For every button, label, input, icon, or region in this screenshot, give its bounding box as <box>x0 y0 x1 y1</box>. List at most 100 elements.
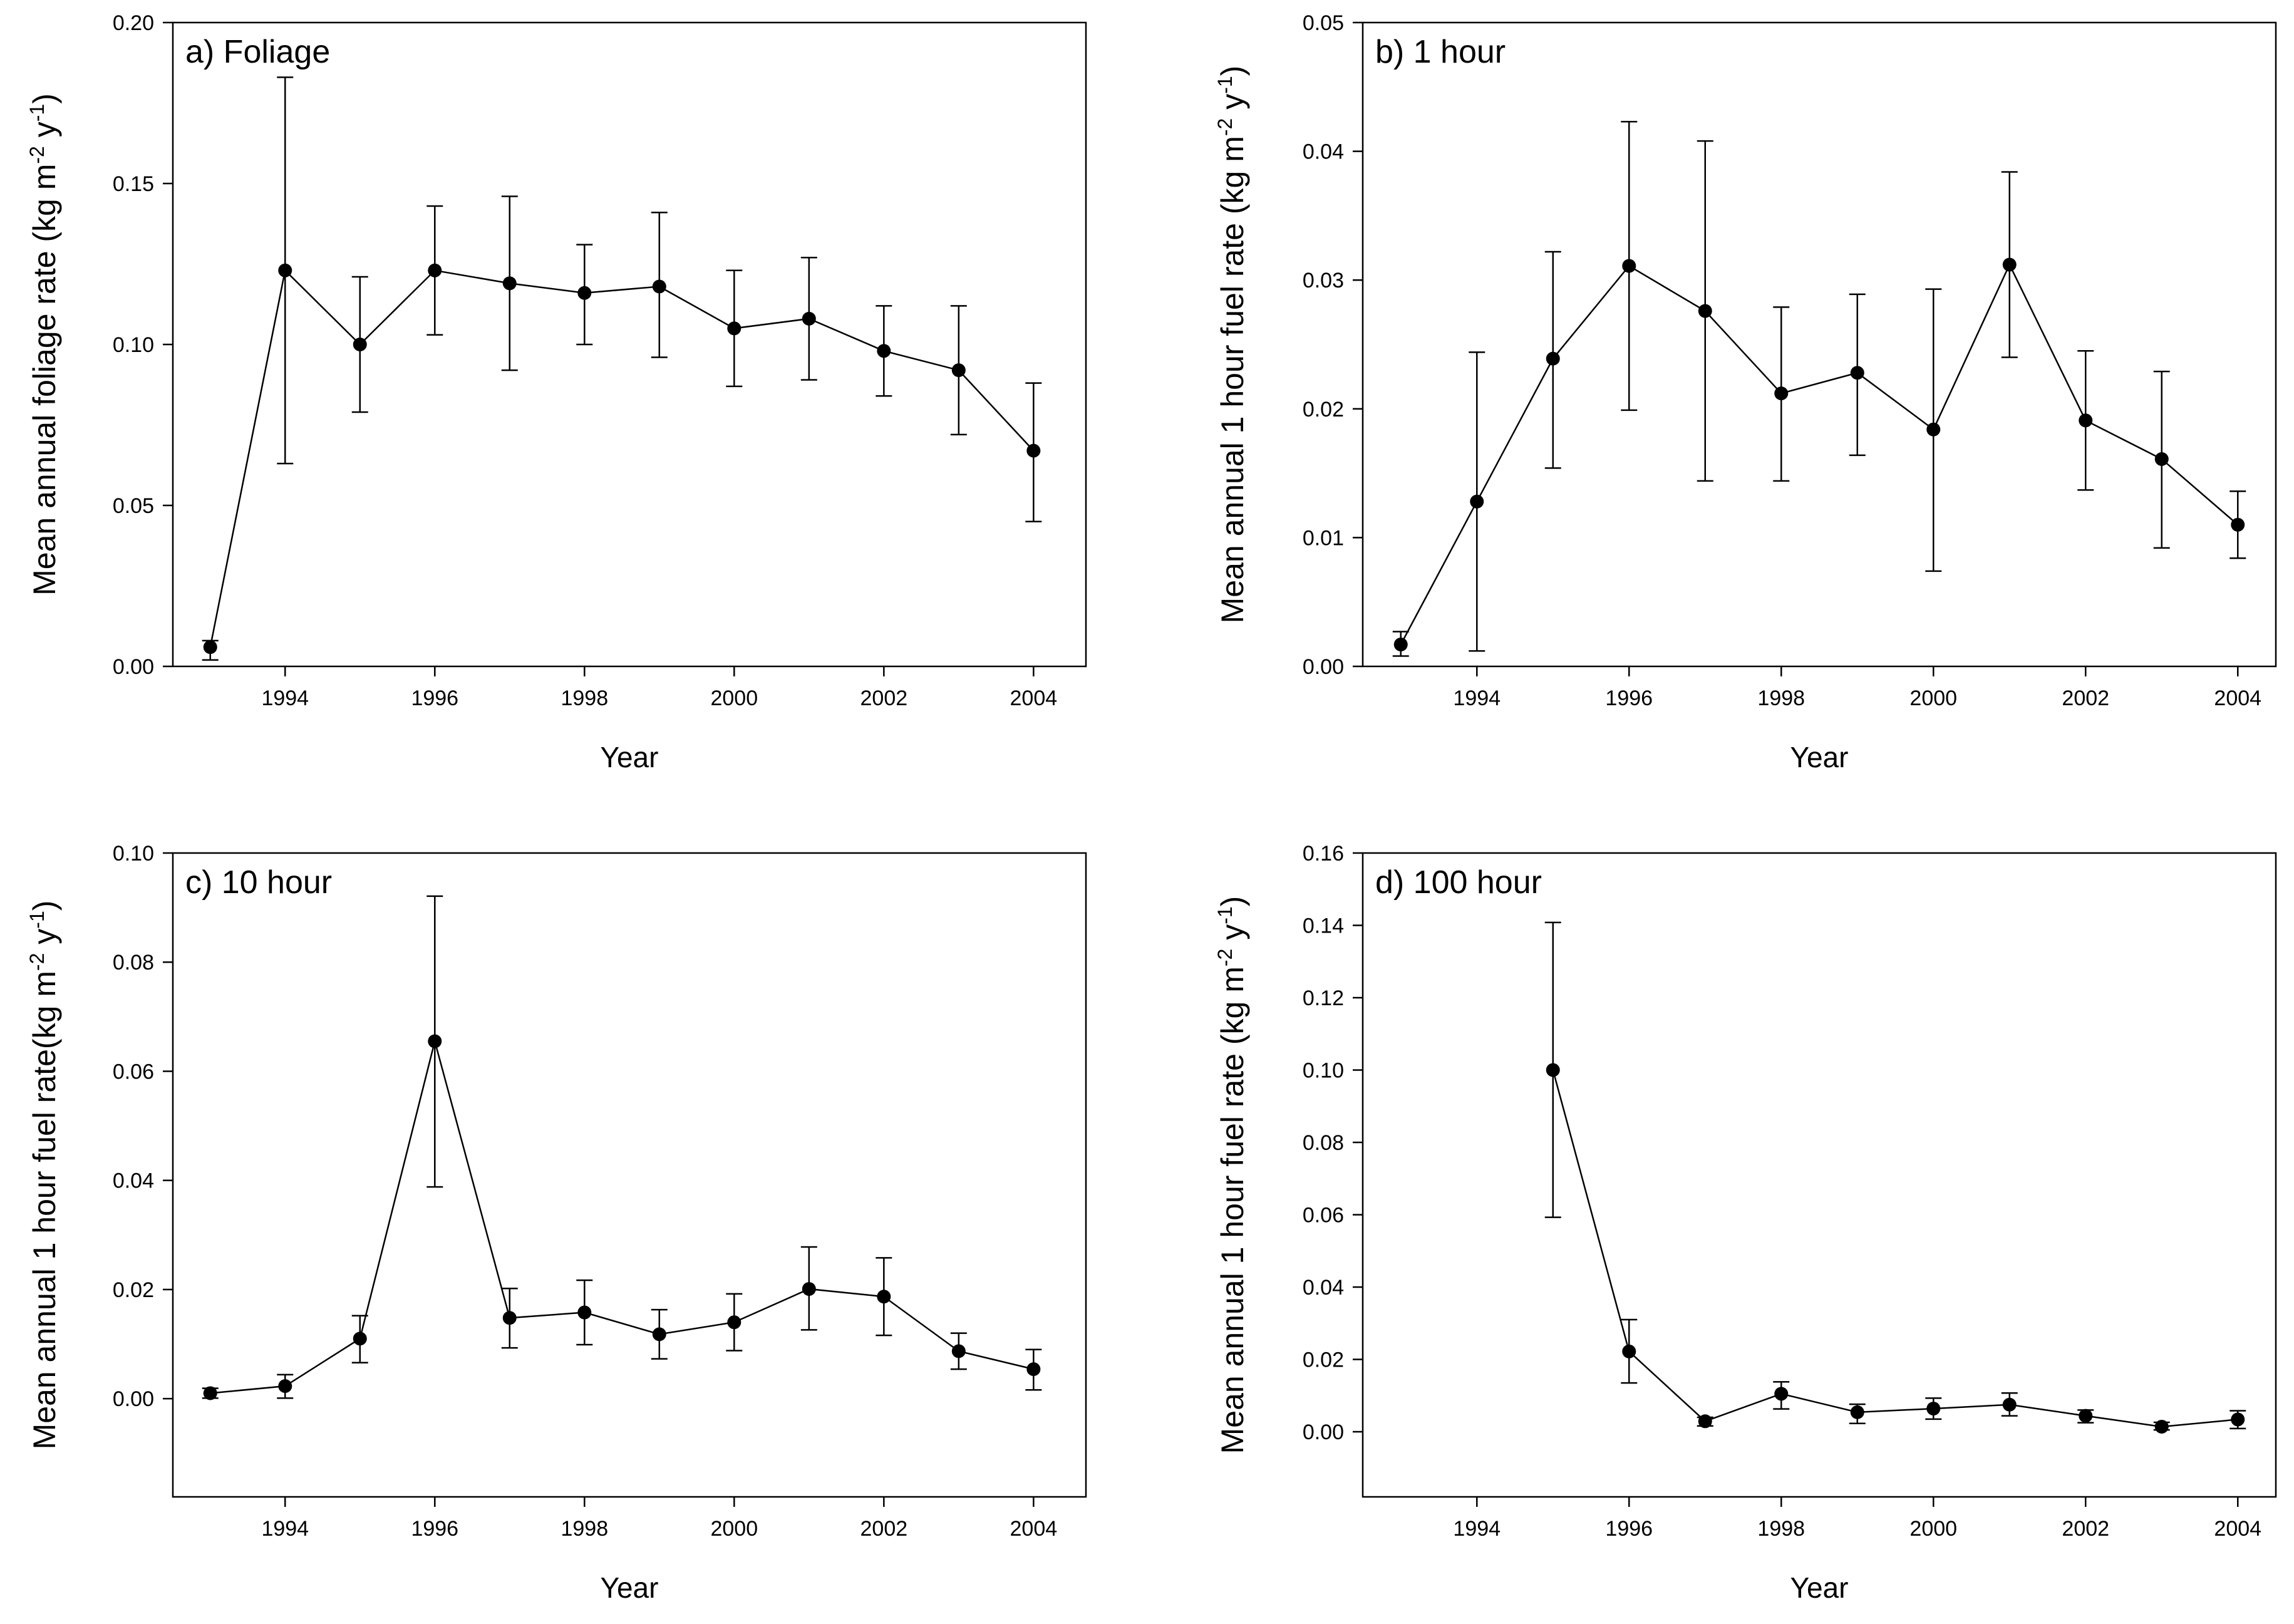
y-tick-label: 0.01 <box>1303 526 1344 550</box>
data-point <box>2231 1412 2245 1427</box>
y-axis-title-exp2: -1 <box>1214 76 1236 93</box>
data-point <box>1546 351 1560 366</box>
y-axis-title-exp1: -2 <box>26 953 48 971</box>
y-axis-title-suffix: ) <box>27 901 62 911</box>
y-tick-label: 0.06 <box>1303 1204 1344 1228</box>
panel-a: 1994 1996 1998 2000 2002 2004 0.00 0.05 0.10 0.15… <box>26 11 1087 773</box>
x-tick-label: 2000 <box>1909 686 1957 710</box>
x-tick-label: 1994 <box>1453 686 1501 710</box>
y-axis-title-prefix: Mean annual foliage rate (kg m <box>27 164 62 596</box>
series-line <box>1400 262 2239 645</box>
data-point <box>203 1386 217 1400</box>
data-point <box>278 1379 292 1394</box>
y-axis-title-exp1: -2 <box>26 146 48 163</box>
data-point <box>877 1290 891 1304</box>
data-point <box>502 1311 517 1325</box>
y-tick-label: 0.10 <box>113 842 154 866</box>
y-axis-title: Mean annual 1 hour fuel rate (kg m-2 y-1… <box>1214 896 1250 1454</box>
panel-label: d) 100 hour <box>1375 864 1542 901</box>
series-line <box>210 1038 1034 1394</box>
data-point <box>428 1034 442 1048</box>
panel-b: 1994 1996 1998 2000 2002 2004 0.00 0.01 0.02 0.03… <box>1214 11 2277 773</box>
x-tick-label: 2002 <box>860 686 908 710</box>
panel-label: b) 1 hour <box>1375 34 1506 70</box>
data-point <box>353 338 367 351</box>
data-point <box>2002 1397 2017 1412</box>
y-tick-label: 0.02 <box>113 1278 154 1302</box>
data-point <box>1774 1387 1789 1401</box>
y-axis-title: Mean annual 1 hour fuel rate(kg m-2 y-1) <box>26 901 62 1450</box>
y-tick-label: 0.06 <box>113 1060 154 1084</box>
x-tick-label: 2004 <box>2214 1517 2261 1541</box>
x-tick-label: 2004 <box>2214 686 2261 710</box>
plot-frame <box>1361 21 2277 668</box>
y-tick-label: 0.04 <box>1303 140 1344 164</box>
x-tick-label: 1996 <box>411 1517 458 1541</box>
y-axis-title-suffix: ) <box>27 93 62 104</box>
y-tick-label: 0.16 <box>1303 842 1344 866</box>
data-point <box>2079 413 2093 428</box>
panel-label: a) Foliage <box>185 34 330 70</box>
data-point <box>2079 1409 2093 1423</box>
y-tick-label: 0.20 <box>113 11 154 35</box>
y-tick-label: 0.14 <box>1303 914 1344 938</box>
y-axis-title-suffix: ) <box>1215 896 1250 907</box>
y-tick-label: 0.10 <box>1303 1059 1344 1083</box>
x-tick-label: 2002 <box>860 1517 908 1541</box>
data-point <box>1546 1063 1560 1077</box>
y-axis-title-prefix: Mean annual 1 hour fuel rate (kg m <box>1215 966 1250 1454</box>
x-tick-label: 1998 <box>1757 1517 1805 1541</box>
data-point <box>1470 494 1484 509</box>
x-tick-label: 1998 <box>561 1517 608 1541</box>
y-tick-label: 0.04 <box>113 1169 154 1193</box>
data-point <box>1926 1402 1941 1416</box>
data-point <box>652 1327 666 1342</box>
plot-frame <box>172 852 1087 1498</box>
y-axis-title-exp1: -2 <box>1214 949 1236 966</box>
x-tick-label: 2002 <box>2062 1517 2109 1541</box>
x-tick-label: 2000 <box>710 1517 758 1541</box>
panel-label: c) 10 hour <box>185 864 332 901</box>
y-axis-title-exp2: -1 <box>1214 906 1236 924</box>
data-point <box>1393 638 1408 652</box>
x-tick-label: 1996 <box>411 686 458 710</box>
y-tick-label: 0.05 <box>113 494 154 518</box>
series-line <box>1552 1070 2238 1428</box>
data-point <box>1026 443 1041 458</box>
x-axis-title: Year <box>601 741 659 773</box>
data-point <box>1850 366 1864 380</box>
x-axis-title: Year <box>1790 741 1849 773</box>
data-point <box>951 363 966 378</box>
x-tick-label: 1994 <box>261 686 309 710</box>
y-axis-title-prefix: Mean annual 1 hour fuel rate (kg m <box>1215 136 1250 623</box>
y-tick-label: 0.08 <box>1303 1131 1344 1155</box>
y-tick-label: 0.03 <box>1303 269 1344 292</box>
y-axis-title-exp2: -1 <box>26 911 48 928</box>
y-tick-label: 0.08 <box>113 951 154 975</box>
data-point <box>2154 452 2169 466</box>
x-tick-label: 2002 <box>2062 686 2109 710</box>
x-tick-label: 1998 <box>1757 686 1805 710</box>
y-tick-label: 0.02 <box>1303 398 1344 422</box>
x-tick-label: 2004 <box>1010 686 1058 710</box>
series-line <box>209 269 1035 648</box>
data-point <box>1698 1414 1712 1429</box>
x-tick-label: 1994 <box>261 1517 309 1541</box>
panel-d: 1994 1996 1998 2000 2002 2004 0.00 0.02 0.04 0.06… <box>1214 842 2277 1604</box>
y-tick-label: 0.00 <box>113 655 154 679</box>
data-point <box>1622 259 1636 273</box>
data-point <box>1622 1344 1636 1358</box>
data-point <box>502 276 517 291</box>
data-point <box>1698 304 1712 318</box>
data-point <box>353 1332 367 1346</box>
y-tick-label: 0.00 <box>1303 655 1344 679</box>
data-point <box>802 311 816 326</box>
data-point <box>1850 1405 1864 1419</box>
x-tick-label: 2000 <box>1909 1517 1957 1541</box>
panel-c: 1994 1996 1998 2000 2002 2004 0.00 0.02 0.04 0.06… <box>26 842 1087 1604</box>
x-axis-title: Year <box>1790 1571 1849 1604</box>
x-tick-label: 1998 <box>561 686 608 710</box>
x-tick-label: 1996 <box>1605 1517 1653 1541</box>
y-tick-label: 0.00 <box>113 1387 154 1411</box>
